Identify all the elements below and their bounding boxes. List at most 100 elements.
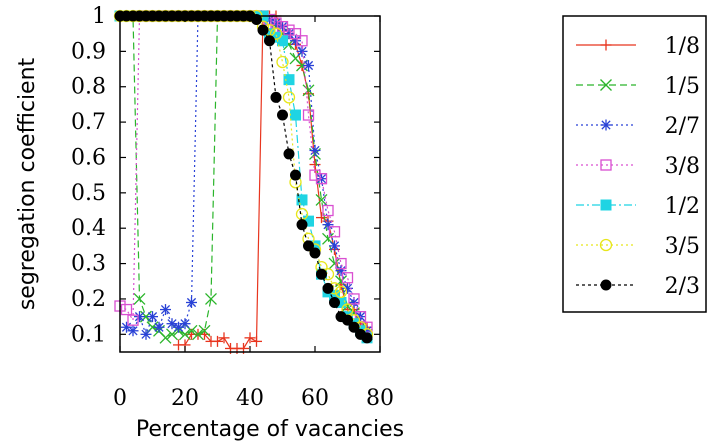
data-point <box>140 328 152 340</box>
legend-marker <box>600 279 612 291</box>
marker-stroke <box>160 304 171 315</box>
series-line <box>119 15 368 328</box>
marker-stroke <box>336 266 346 276</box>
legend-label: 3/8 <box>665 154 700 179</box>
data-point <box>283 74 295 86</box>
data-point <box>244 332 256 344</box>
data-point <box>186 296 197 308</box>
legend-marker <box>599 238 613 252</box>
marker-stroke <box>154 322 164 332</box>
data-point <box>302 109 315 121</box>
data-point <box>309 169 321 181</box>
data-point <box>341 272 354 284</box>
data-point <box>322 204 334 217</box>
data-point <box>153 321 165 333</box>
x-tick-label: 40 <box>236 386 264 411</box>
y-tick-label: 0.4 <box>71 216 106 241</box>
data-point <box>127 314 139 326</box>
x-tick-label: 0 <box>113 386 127 411</box>
marker-stroke <box>302 84 315 97</box>
legend-label: 2/3 <box>665 274 700 299</box>
data-point <box>329 240 340 252</box>
data-point <box>342 282 353 294</box>
marker-stroke <box>297 46 307 56</box>
y-tick-label: 1 <box>92 4 106 29</box>
data-point <box>198 324 211 337</box>
marker-stroke <box>133 292 146 305</box>
data-point <box>166 318 178 330</box>
data-point <box>282 91 296 104</box>
data-point <box>290 35 301 47</box>
data-point <box>361 332 373 344</box>
legend-label: 1/5 <box>665 74 700 99</box>
data-point <box>322 282 334 294</box>
y-tick-label: 0.5 <box>71 181 106 206</box>
marker-stroke <box>601 120 611 130</box>
data-point <box>276 55 289 69</box>
legend-frame <box>562 15 707 313</box>
data-point <box>322 219 334 231</box>
data-point <box>316 212 327 224</box>
data-point <box>160 304 171 316</box>
legend-entry: 1/8 <box>576 34 700 59</box>
data-point <box>290 169 301 181</box>
marker-stroke <box>173 322 184 332</box>
legend-entry: 3/8 <box>576 154 700 179</box>
legend-label: 1/8 <box>665 34 700 59</box>
marker-stroke <box>134 312 145 322</box>
marker-stroke <box>290 36 301 46</box>
legend-label: 1/2 <box>665 194 700 219</box>
data-point <box>289 28 302 40</box>
y-axis-label: segregation coefficient <box>15 57 40 310</box>
marker-stroke <box>185 324 198 337</box>
data-point <box>277 109 288 121</box>
data-point <box>348 321 360 333</box>
data-point <box>296 45 308 57</box>
data-point <box>309 144 321 156</box>
legend-marker <box>600 119 612 131</box>
data-point <box>328 226 341 238</box>
data-point <box>251 14 262 26</box>
data-point <box>342 314 353 326</box>
data-point <box>302 84 315 97</box>
x-tick-label: 60 <box>301 386 329 411</box>
legend-label: 2/7 <box>665 114 700 139</box>
data-point <box>251 335 262 347</box>
y-tick-label: 0.8 <box>71 75 106 100</box>
data-point <box>159 331 172 344</box>
data-point <box>212 335 223 347</box>
data-point <box>329 296 340 308</box>
marker-stroke <box>198 324 211 337</box>
y-tick-label: 0.9 <box>71 39 106 64</box>
data-point <box>218 332 230 344</box>
data-point <box>147 311 158 323</box>
data-point <box>276 20 289 33</box>
marker-stroke <box>310 145 320 155</box>
x-axis-label: Percentage of vacancies <box>136 417 404 442</box>
legend-entry: 1/2 <box>576 194 700 219</box>
y-tick-label: 0.6 <box>71 145 106 170</box>
marker-stroke <box>147 312 158 322</box>
data-point <box>303 240 314 252</box>
data-point <box>257 24 269 36</box>
legend-entry: 2/3 <box>576 274 700 299</box>
data-point <box>283 148 295 160</box>
data-point <box>121 321 132 333</box>
data-point <box>133 292 146 305</box>
data-point <box>277 35 288 47</box>
data-point <box>335 257 347 270</box>
data-point <box>205 292 217 305</box>
marker-stroke <box>180 319 190 329</box>
data-point <box>120 303 133 316</box>
marker-stroke <box>329 241 340 251</box>
plot-series <box>113 9 374 354</box>
data-point <box>334 285 348 299</box>
legend-entry: 2/7 <box>576 114 700 139</box>
marker-stroke <box>315 193 328 206</box>
data-point <box>134 311 145 323</box>
y-tick-label: 0.7 <box>71 110 106 135</box>
x-tick-label: 20 <box>171 386 199 411</box>
marker-stroke <box>322 232 334 245</box>
marker-stroke <box>121 322 132 332</box>
axis-ticks <box>119 15 381 352</box>
